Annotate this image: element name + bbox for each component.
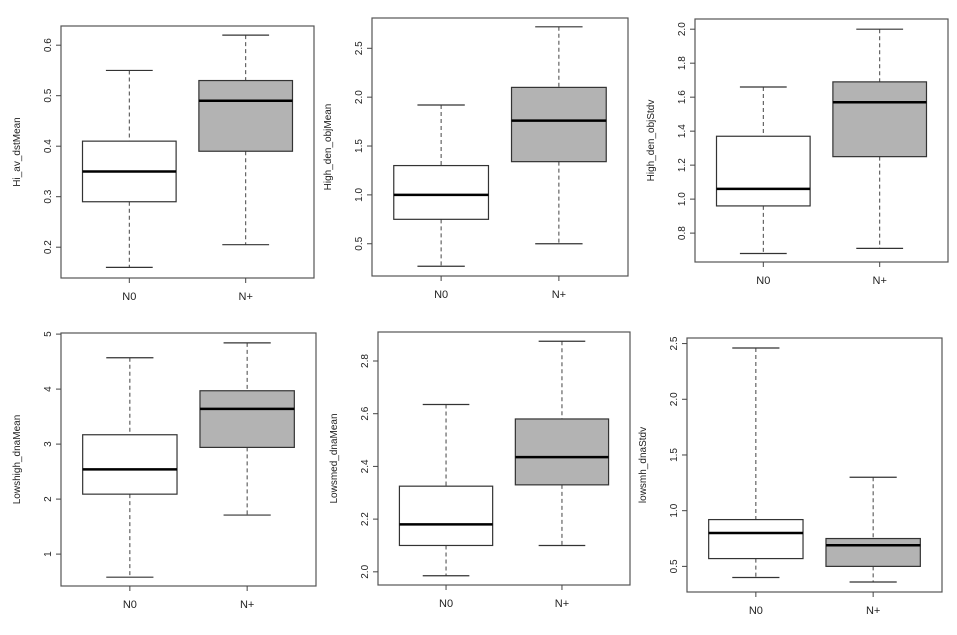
- boxplot-panel-1: 0.2 0.3 0.4 0.5 0.6 Hi_av_dstMean N0 N+: [12, 25, 315, 303]
- y-tick-label: 2.0: [677, 22, 688, 36]
- iqr-box: [510, 86, 607, 163]
- iqr-box: [393, 164, 490, 220]
- iqr-box: [198, 79, 294, 152]
- y-axis-label: Hi_av_dstMean: [12, 117, 23, 186]
- x-tick-label: N0: [122, 291, 136, 303]
- x-tick-label: N+: [239, 291, 253, 303]
- y-tick-label: 2.5: [669, 336, 680, 350]
- iqr-box: [514, 418, 610, 486]
- y-tick-label: 0.4: [43, 139, 54, 153]
- y-tick-label: 0.5: [43, 88, 54, 102]
- y-tick-label: 4: [43, 386, 54, 392]
- y-tick-label: 2.5: [354, 41, 365, 55]
- boxplot-panel-5: 2.0 2.2 2.4 2.6 2.8 Lowsmed_dnaMean N0 N+: [329, 331, 631, 610]
- box-N0: [82, 357, 178, 578]
- y-tick-label: 2.0: [360, 564, 371, 578]
- iqr-box: [715, 135, 811, 207]
- y-axis-label: lowsmh_dnaStdv: [638, 427, 649, 503]
- x-tick-label: N+: [552, 289, 566, 301]
- y-tick-label: 1.5: [669, 448, 680, 462]
- boxplot-panel-2: 0.5 1.0 1.5 2.0 2.5 High_den_objMean N0 N+: [323, 17, 629, 301]
- plot-frame: [60, 25, 315, 279]
- box-N+: [199, 342, 295, 516]
- x-tick-label: N0: [434, 289, 448, 301]
- y-tick-label: 2.4: [360, 459, 371, 473]
- y-tick-label: 0.6: [43, 38, 54, 52]
- plot-frame: [686, 337, 943, 593]
- x-tick-label: N0: [439, 598, 453, 610]
- y-tick-label: 1.0: [354, 187, 365, 201]
- plot-frame: [694, 18, 949, 263]
- box-N+: [510, 26, 607, 245]
- iqr-box: [82, 434, 178, 495]
- y-tick-label: 2.0: [354, 90, 365, 104]
- iqr-box: [825, 537, 921, 567]
- box-N0: [81, 69, 177, 268]
- plot-frame: [371, 17, 629, 277]
- y-axis-label: High_den_objStdv: [646, 100, 657, 182]
- x-tick-label: N0: [756, 275, 770, 287]
- plot-frame: [377, 331, 631, 586]
- plot-frame: [60, 332, 317, 587]
- y-tick-label: 1.6: [677, 90, 688, 104]
- y-tick-label: 1.4: [677, 124, 688, 138]
- iqr-box: [199, 390, 295, 449]
- box-N0: [708, 347, 804, 579]
- y-tick-label: 1.8: [677, 56, 688, 70]
- y-axis-label: Lowsmed_dnaMean: [329, 413, 340, 503]
- x-tick-label: N+: [873, 275, 887, 287]
- boxplot-panel-4: 1 2 3 4 5 Lowshigh_dnaMean N0 N+: [12, 331, 317, 611]
- x-tick-label: N+: [555, 598, 569, 610]
- y-tick-label: 0.5: [354, 236, 365, 250]
- box-N+: [198, 34, 294, 246]
- y-tick-label: 2.6: [360, 406, 371, 420]
- y-tick-label: 1.0: [669, 503, 680, 517]
- box-N+: [832, 28, 928, 250]
- box-N0: [715, 86, 811, 255]
- y-tick-label: 2: [43, 496, 54, 502]
- x-tick-label: N0: [749, 605, 763, 617]
- y-tick-label: 3: [43, 441, 54, 447]
- y-tick-label: 2.2: [360, 512, 371, 526]
- box-N+: [825, 476, 921, 583]
- y-tick-label: 0.5: [669, 559, 680, 573]
- y-tick-label: 0.8: [677, 226, 688, 240]
- y-tick-label: 1.2: [677, 158, 688, 172]
- y-tick-label: 2.0: [669, 392, 680, 406]
- iqr-box: [708, 518, 804, 560]
- y-tick-label: 0.3: [43, 189, 54, 203]
- x-tick-label: N+: [240, 599, 254, 611]
- x-tick-label: N0: [123, 599, 137, 611]
- y-tick-label: 1.0: [677, 192, 688, 206]
- iqr-box: [832, 81, 928, 158]
- iqr-box: [398, 485, 494, 547]
- y-tick-label: 2.8: [360, 354, 371, 368]
- y-tick-label: 1.5: [354, 139, 365, 153]
- y-tick-label: 5: [43, 331, 54, 337]
- x-tick-label: N+: [866, 605, 880, 617]
- y-axis-label: Lowshigh_dnaMean: [12, 415, 23, 505]
- y-axis-label: High_den_objMean: [323, 104, 334, 191]
- boxplot-panel-6: 0.5 1.0 1.5 2.0 2.5 lowsmh_dnaStdv N0 N+: [638, 336, 943, 617]
- y-tick-label: 1: [43, 551, 54, 557]
- boxplot-panel-3: 0.8 1.0 1.2 1.4 1.6 1.8 2.0 High_den_objStdv N0 N…: [646, 18, 949, 287]
- y-tick-label: 0.2: [43, 240, 54, 254]
- box-N+: [514, 340, 610, 547]
- box-N0: [393, 104, 490, 267]
- box-N0: [398, 403, 494, 577]
